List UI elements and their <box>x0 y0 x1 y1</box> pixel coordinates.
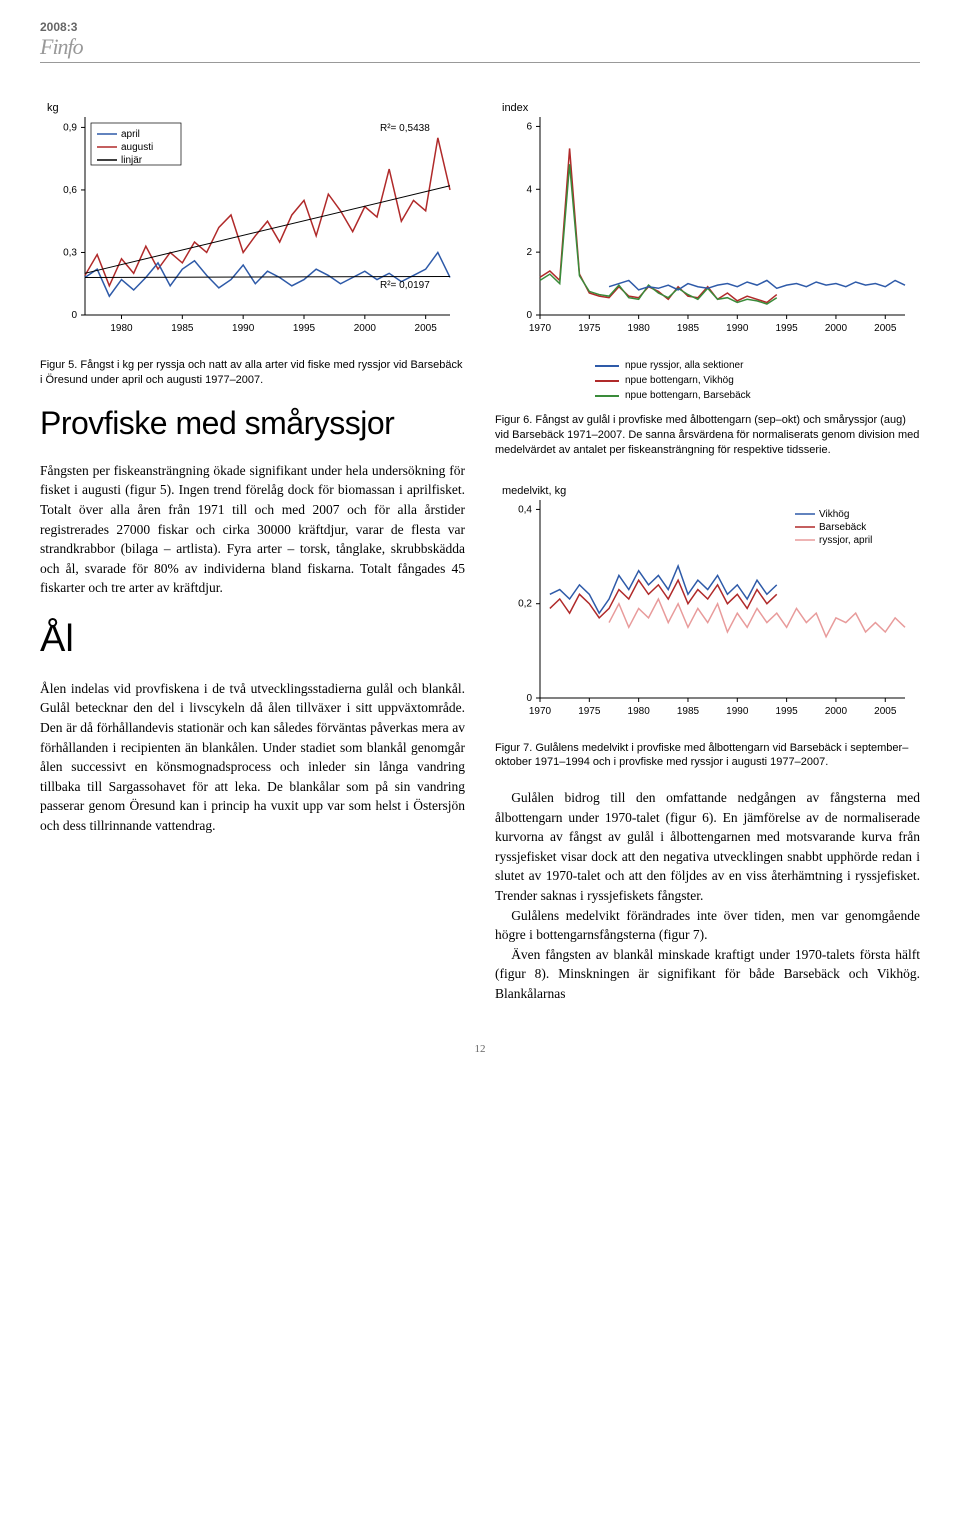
svg-text:ryssjor, april: ryssjor, april <box>819 535 872 546</box>
section-al-heading: Ål <box>40 618 465 661</box>
svg-text:2000: 2000 <box>825 323 848 334</box>
figure-6-legend-item: npue ryssjor, alla sektioner <box>595 358 920 373</box>
svg-text:0,9: 0,9 <box>63 122 77 133</box>
content-columns: 0 0,3 0,6 0,9 1980 1985 1990 1995 2000 2005 kg apri… <box>40 93 920 1003</box>
figure-7: 0 0,2 0,4 1970 1975 1980 1985 1990 1995 2000 2005 m… <box>495 476 920 726</box>
svg-text:6: 6 <box>526 121 532 132</box>
svg-text:0: 0 <box>526 310 532 321</box>
chart5-svg: 0 0,3 0,6 0,9 1980 1985 1990 1995 2000 2005 kg apri… <box>40 93 460 343</box>
al-para: Ålen indelas vid provfiskena i de två ut… <box>40 679 465 836</box>
left-column: 0 0,3 0,6 0,9 1980 1985 1990 1995 2000 2005 kg apri… <box>40 93 465 1003</box>
header-brand: Finfo <box>40 34 920 60</box>
svg-text:1980: 1980 <box>628 706 651 717</box>
svg-text:medelvikt, kg: medelvikt, kg <box>502 485 566 497</box>
svg-text:2000: 2000 <box>354 323 377 334</box>
right-column: 0 2 4 6 1970 1975 1980 1985 1990 1995 2000 2005 inde… <box>495 93 920 1003</box>
svg-text:1970: 1970 <box>529 323 552 334</box>
svg-text:2: 2 <box>526 247 532 258</box>
right-para-1: Gulålen bidrog till den omfattande nedgå… <box>495 788 920 905</box>
svg-text:0,2: 0,2 <box>518 598 532 609</box>
svg-text:Vikhög: Vikhög <box>819 509 849 520</box>
svg-text:0: 0 <box>526 693 532 704</box>
figure-6-legend-block: npue ryssjor, alla sektionernpue botteng… <box>595 358 920 403</box>
svg-text:2005: 2005 <box>415 323 438 334</box>
provfiske-para: Fångsten per fiskeansträngning ökade sig… <box>40 461 465 598</box>
right-para-2: Gulålens medelvikt förändrades inte över… <box>495 906 920 945</box>
svg-text:2000: 2000 <box>825 706 848 717</box>
section-provfiske-body: Fångsten per fiskeansträngning ökade sig… <box>40 461 465 598</box>
figure-5-caption: Figur 5. Fångst i kg per ryssja och natt… <box>40 358 465 388</box>
svg-text:Barsebäck: Barsebäck <box>819 522 867 533</box>
svg-text:0,6: 0,6 <box>63 185 77 196</box>
svg-text:0: 0 <box>71 310 77 321</box>
svg-text:1990: 1990 <box>726 323 749 334</box>
figure-6-legend-item: npue bottengarn, Vikhög <box>595 373 920 388</box>
right-para-3: Även fångsten av blankål minskade krafti… <box>495 945 920 1004</box>
svg-text:2005: 2005 <box>874 323 897 334</box>
section-provfiske-heading: Provfiske med småryssjor <box>40 406 465 441</box>
svg-text:index: index <box>502 102 529 114</box>
svg-text:4: 4 <box>526 184 532 195</box>
svg-text:2005: 2005 <box>874 706 897 717</box>
svg-text:0,4: 0,4 <box>518 504 532 515</box>
svg-text:april: april <box>121 129 140 140</box>
figure-6-legend-item: npue bottengarn, Barsebäck <box>595 388 920 403</box>
svg-text:augusti: augusti <box>121 142 153 153</box>
page-number: 12 <box>40 1043 920 1055</box>
figure-5: 0 0,3 0,6 0,9 1980 1985 1990 1995 2000 2005 kg apri… <box>40 93 465 343</box>
svg-text:R²= 0,5438: R²= 0,5438 <box>380 123 430 134</box>
svg-text:0,3: 0,3 <box>63 247 77 258</box>
svg-text:1990: 1990 <box>232 323 255 334</box>
svg-text:1990: 1990 <box>726 706 749 717</box>
page-header: 2008:3 Finfo <box>40 20 920 63</box>
svg-text:1980: 1980 <box>110 323 133 334</box>
figure-6-caption: Figur 6. Fångst av gulål i provfiske med… <box>495 413 920 458</box>
svg-text:1995: 1995 <box>775 323 798 334</box>
svg-text:1995: 1995 <box>293 323 316 334</box>
section-al-body: Ålen indelas vid provfiskena i de två ut… <box>40 679 465 836</box>
svg-text:1985: 1985 <box>677 323 700 334</box>
figure-7-caption: Figur 7. Gulålens medelvikt i provfiske … <box>495 741 920 771</box>
svg-text:1995: 1995 <box>775 706 798 717</box>
chart6-svg: 0 2 4 6 1970 1975 1980 1985 1990 1995 2000 2005 inde… <box>495 93 915 343</box>
svg-text:1975: 1975 <box>578 706 601 717</box>
figure-6: 0 2 4 6 1970 1975 1980 1985 1990 1995 2000 2005 inde… <box>495 93 920 343</box>
svg-text:1975: 1975 <box>578 323 601 334</box>
svg-text:linjär: linjär <box>121 155 143 166</box>
right-body-text: Gulålen bidrog till den omfattande nedgå… <box>495 788 920 1003</box>
svg-text:kg: kg <box>47 102 59 114</box>
header-year: 2008:3 <box>40 20 920 34</box>
svg-text:1980: 1980 <box>628 323 651 334</box>
svg-text:1970: 1970 <box>529 706 552 717</box>
svg-text:1985: 1985 <box>171 323 194 334</box>
header-rule <box>40 62 920 63</box>
svg-text:1985: 1985 <box>677 706 700 717</box>
svg-text:R²= 0,0197: R²= 0,0197 <box>380 280 430 291</box>
chart7-svg: 0 0,2 0,4 1970 1975 1980 1985 1990 1995 2000 2005 m… <box>495 476 915 726</box>
